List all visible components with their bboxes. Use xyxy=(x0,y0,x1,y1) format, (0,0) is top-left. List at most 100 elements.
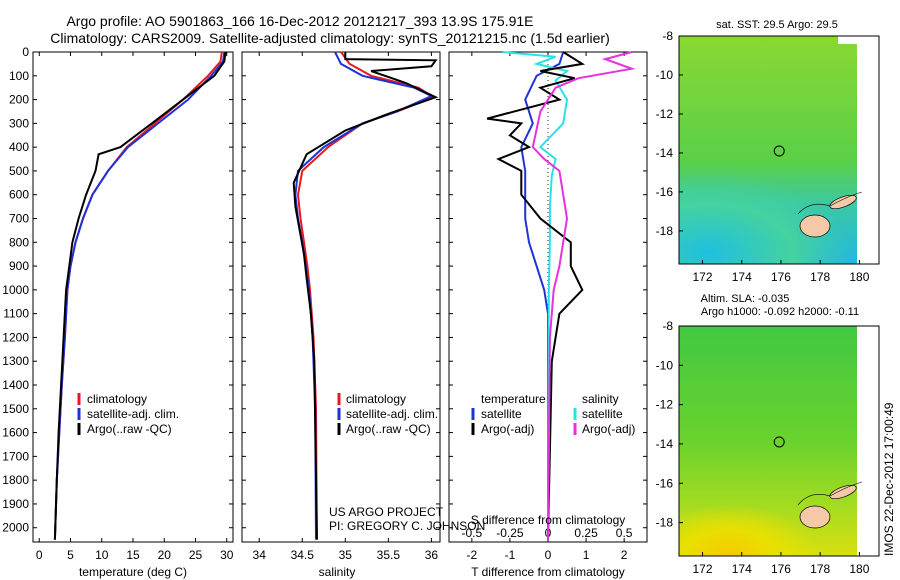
series-t-argo-adj xyxy=(486,51,586,540)
depth-tick-label: 900 xyxy=(9,259,29,273)
depth-tick-label: 0 xyxy=(22,45,29,59)
depth-tick-label: 1300 xyxy=(2,354,29,368)
salinity-axes xyxy=(241,51,441,543)
series-argo-raw-qc xyxy=(292,52,439,540)
s-tick-label: 0.25 xyxy=(574,526,598,540)
x-tick-label: 0 xyxy=(545,548,552,562)
sst-landmask xyxy=(857,36,879,264)
salinity-panel: 34 34.5 35 35.5 36 salinity climatology sate… xyxy=(241,51,485,579)
depth-tick-label: 1800 xyxy=(2,473,29,487)
depth-tick-label: 1900 xyxy=(2,497,29,511)
argo-location-marker xyxy=(773,145,785,157)
depth-tick-label: 1600 xyxy=(2,426,29,440)
x-tick-label: 2 xyxy=(621,548,628,562)
fiji-islands-sla xyxy=(797,481,863,529)
x-tick-label: 5 xyxy=(67,548,74,562)
imos-timestamp: IMOS 22-Dec-2012 17:00:49 xyxy=(882,402,896,556)
lat-tick-label: -16 xyxy=(656,476,674,490)
series-argo-raw-qc xyxy=(53,51,227,540)
sla-map: Altim. SLA: -0.035 Argo h1000: -0.092 h2… xyxy=(656,293,880,576)
s-tick-label: -0.25 xyxy=(496,526,524,540)
sla-map-title-1: Altim. SLA: -0.035 xyxy=(701,293,790,305)
lat-tick-label: -12 xyxy=(656,398,674,412)
x-tick-label: 34 xyxy=(253,548,267,562)
lon-tick-label: 176 xyxy=(771,270,791,284)
lon-tick-label: 176 xyxy=(771,562,791,576)
series-satellite-adj-clim xyxy=(53,51,226,540)
x-tick-label: 1 xyxy=(583,548,590,562)
depth-tick-label: 200 xyxy=(9,93,29,107)
legend-s-sat-label: satellite xyxy=(582,407,623,421)
depth-tick-label: 700 xyxy=(9,212,29,226)
legend-clim-label: climatology xyxy=(87,392,147,406)
legend-title-temperature: temperature xyxy=(481,392,546,406)
sst-cool-patch xyxy=(679,150,879,264)
sst-missing-corner xyxy=(838,36,857,44)
lon-tick-label: 180 xyxy=(849,562,869,576)
series-s-satellite xyxy=(502,51,570,540)
lat-tick-label: -18 xyxy=(656,516,674,530)
argo-location-marker xyxy=(773,436,785,448)
depth-tick-label: 1200 xyxy=(2,330,29,344)
lat-tick-label: -10 xyxy=(656,68,674,82)
t-difference-xlabel: T difference from climatology xyxy=(471,565,625,579)
depth-tick-label: 2000 xyxy=(2,521,29,535)
x-tick-label: 30 xyxy=(220,548,234,562)
x-tick-label: 20 xyxy=(158,548,172,562)
lon-tick-label: 178 xyxy=(810,270,830,284)
depth-tick-label: 1400 xyxy=(2,378,29,392)
x-tick-label: 35 xyxy=(339,548,353,562)
legend-argo-label: Argo(..raw -QC) xyxy=(346,422,431,436)
lon-tick-label: 172 xyxy=(693,270,713,284)
depth-tick-label: 100 xyxy=(9,69,29,83)
sla-landmask xyxy=(857,326,879,556)
salinity-legend: climatology satellite-adj. clim. Argo(..… xyxy=(337,392,438,436)
series-climatology xyxy=(296,51,436,540)
s-tick-label: 0.5 xyxy=(616,526,633,540)
x-tick-label: 35.5 xyxy=(377,548,401,562)
sla-map-frame xyxy=(678,325,880,557)
pi-annotation: PI: GREGORY C. JOHNSON xyxy=(329,519,485,533)
depth-tick-label: 1500 xyxy=(2,402,29,416)
x-tick-label: 0 xyxy=(36,548,43,562)
depth-tick-label: 800 xyxy=(9,235,29,249)
sst-map-frame xyxy=(678,35,880,265)
viti-levu-island xyxy=(799,214,831,238)
project-annotation: US ARGO PROJECT xyxy=(329,505,444,519)
lat-tick-label: -12 xyxy=(656,107,674,121)
legend-clim-label: climatology xyxy=(346,392,406,406)
depth-tick-label: 500 xyxy=(9,164,29,178)
s-tick-label: -0.5 xyxy=(462,526,483,540)
temperature-axes xyxy=(32,51,234,543)
depth-tick-label: 400 xyxy=(9,140,29,154)
title-line-2: Climatology: CARS2009. Satellite-adjuste… xyxy=(50,30,610,46)
x-tick-label: 36 xyxy=(425,548,439,562)
depth-tick-label: 1000 xyxy=(2,283,29,297)
lon-tick-label: 178 xyxy=(810,562,830,576)
sla-map-title-2: Argo h1000: -0.092 h2000: -0.11 xyxy=(701,306,859,318)
legend-sat-label: satellite-adj. clim. xyxy=(346,407,438,421)
depth-tick-label: 1700 xyxy=(2,449,29,463)
temperature-panel: 0 5 10 15 20 25 300100200300400500600700800900… xyxy=(2,45,233,579)
reef-outline xyxy=(797,481,863,506)
difference-legend: temperature salinity satellite Argo(-adj… xyxy=(471,392,635,436)
depth-tick-label: 600 xyxy=(9,188,29,202)
legend-t-argo-label: Argo(-adj) xyxy=(481,422,534,436)
vanua-levu-island xyxy=(829,484,857,500)
lat-tick-label: -8 xyxy=(662,319,673,333)
series-s-argo-adj xyxy=(531,51,636,540)
sst-map-title: sat. SST: 29.5 Argo: 29.5 xyxy=(716,19,838,31)
title-line-1: Argo profile: AO 5901863_166 16-Dec-2012… xyxy=(66,13,533,29)
s-difference-xlabel: S difference from climatology xyxy=(471,513,626,527)
legend-title-salinity: salinity xyxy=(582,392,619,406)
legend-argo-label: Argo(..raw -QC) xyxy=(87,422,172,436)
x-tick-label: 10 xyxy=(95,548,109,562)
x-tick-label: -2 xyxy=(467,548,478,562)
reef-outline xyxy=(797,191,863,215)
lat-tick-label: -16 xyxy=(656,185,674,199)
temperature-xlabel: temperature (deg C) xyxy=(79,565,187,579)
lon-tick-label: 180 xyxy=(849,270,869,284)
series-climatology xyxy=(53,51,223,540)
lat-tick-label: -10 xyxy=(656,358,674,372)
